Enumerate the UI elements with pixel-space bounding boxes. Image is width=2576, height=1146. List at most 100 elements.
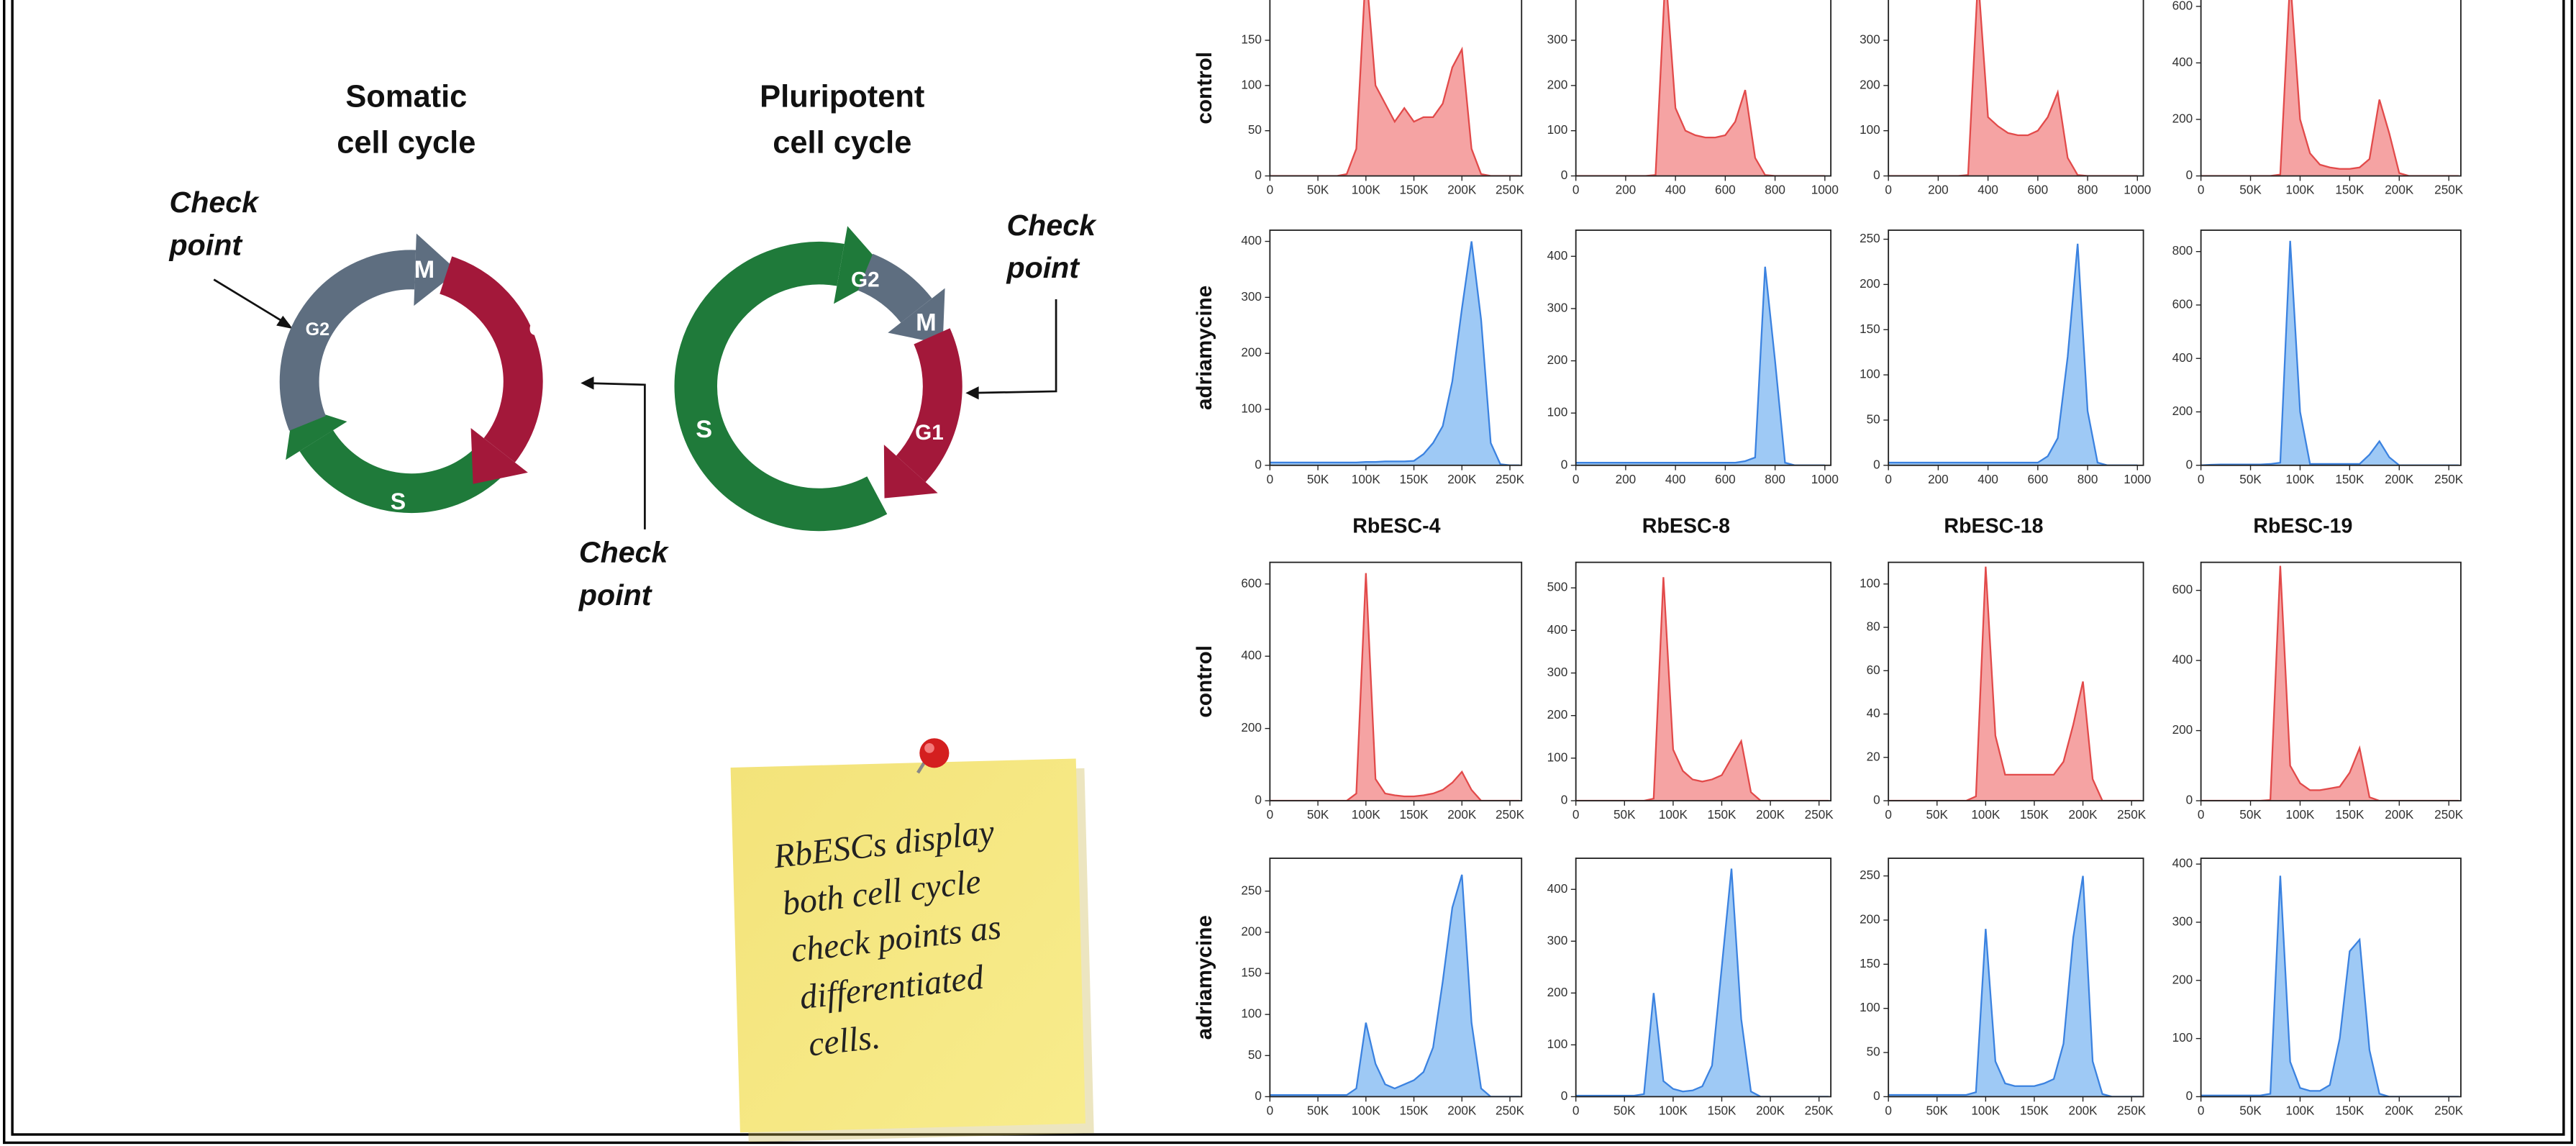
- cycle-arc: [896, 328, 962, 483]
- cycle-arrowhead: [834, 226, 890, 304]
- y-tick-label: 50: [1867, 411, 1880, 426]
- histogram-fill: [2200, 0, 2459, 176]
- y-tick-label: 80: [1867, 619, 1880, 634]
- cycle-arrowhead: [888, 288, 945, 345]
- x-tick-label: 50K: [1614, 1104, 1636, 1118]
- y-tick-label: 100: [1547, 750, 1568, 764]
- pin-head: [919, 738, 950, 768]
- x-tick-label: 200K: [1447, 183, 1477, 197]
- histogram-line: [1575, 868, 1829, 1097]
- x-tick-label: 0: [1573, 807, 1580, 822]
- y-tick-label: 50: [1248, 122, 1262, 137]
- somatic-title: Somatic: [345, 80, 467, 114]
- y-tick-label: 0: [1255, 457, 1262, 471]
- y-tick-label: 100: [2172, 1030, 2193, 1045]
- histogram-line: [1270, 0, 1520, 176]
- y-tick-label: 300: [1547, 32, 1568, 47]
- x-tick-label: 200K: [1447, 1104, 1477, 1118]
- x-tick-label: 150K: [2335, 1104, 2365, 1118]
- histogram-fill: [1270, 241, 1520, 465]
- x-tick-label: 100K: [2285, 1104, 2315, 1118]
- histogram-line: [1575, 0, 1825, 176]
- histogram-fill: [1575, 0, 1825, 176]
- y-tick-label: 100: [1860, 367, 1880, 381]
- x-tick-label: 250K: [2434, 472, 2464, 486]
- plot-frame: [1269, 229, 1523, 466]
- x-tick-label: 150K: [1400, 183, 1429, 197]
- y-tick-label: 400: [1241, 648, 1262, 663]
- y-tick-label: 200: [1860, 276, 1880, 291]
- x-tick-label: 1000: [2124, 472, 2151, 486]
- histogram: [1575, 266, 1825, 465]
- y-tick-label: 200: [1241, 720, 1262, 735]
- x-tick-label: 200K: [2069, 1104, 2098, 1118]
- checkpoint-label: point: [169, 228, 244, 261]
- x-tick-label: 100K: [1659, 807, 1688, 822]
- x-tick-label: 250K: [2434, 807, 2464, 822]
- histogram: [1575, 0, 1825, 176]
- y-tick-label: 200: [2172, 112, 2193, 126]
- x-tick-label: 0: [1573, 183, 1580, 197]
- y-tick-label: 400: [2172, 652, 2193, 667]
- x-tick-label: 0: [1573, 472, 1580, 486]
- x-tick-label: 800: [1765, 472, 1785, 486]
- checkpoint-label: Check: [170, 186, 260, 219]
- x-tick-label: 50K: [1307, 472, 1329, 486]
- histogram-fill: [2200, 876, 2459, 1097]
- histogram-fill: [1575, 868, 1829, 1097]
- checkpoint-label: point: [1006, 251, 1080, 284]
- checkpoint-label: Check: [1006, 209, 1097, 242]
- column-header: RbESC-8: [1642, 515, 1730, 538]
- histogram: [1888, 876, 2142, 1097]
- x-tick-label: 200K: [2069, 807, 2098, 822]
- histogram-fill: [2200, 565, 2459, 801]
- histogram-line: [1575, 577, 1829, 801]
- checkpoint-label: point: [578, 578, 653, 611]
- pin-highlight: [924, 743, 934, 753]
- y-tick-label: 300: [2172, 914, 2193, 928]
- x-tick-label: 150K: [2335, 807, 2365, 822]
- y-tick-label: 500: [1547, 580, 1568, 594]
- y-tick-label: 0: [1873, 1088, 1880, 1103]
- y-tick-label: 400: [1241, 233, 1262, 247]
- x-tick-label: 1000: [1811, 183, 1839, 197]
- y-tick-label: 200: [1547, 707, 1568, 722]
- y-tick-label: 0: [1255, 168, 1262, 182]
- histogram-line: [1270, 573, 1520, 801]
- x-tick-label: 0: [1573, 1104, 1580, 1118]
- y-tick-label: 800: [2172, 243, 2193, 258]
- histogram-fill: [1575, 577, 1829, 801]
- x-tick-label: 200K: [1447, 472, 1477, 486]
- cycle-arc: [674, 241, 888, 532]
- x-tick-label: 50K: [1926, 807, 1949, 822]
- x-tick-label: 150K: [1707, 807, 1737, 822]
- x-tick-label: 200K: [2385, 807, 2414, 822]
- x-tick-label: 600: [1715, 472, 1736, 486]
- x-tick-label: 100K: [2285, 807, 2315, 822]
- x-tick-label: 0: [1885, 183, 1892, 197]
- plot-frame: [1269, 858, 1523, 1098]
- y-tick-label: 40: [1867, 706, 1880, 720]
- histogram-line: [2200, 565, 2459, 801]
- histogram-line: [1888, 566, 2142, 801]
- x-tick-label: 200K: [2385, 183, 2414, 197]
- y-tick-label: 200: [2172, 404, 2193, 418]
- y-tick-label: 0: [2186, 168, 2193, 182]
- x-tick-label: 200K: [1756, 1104, 1785, 1118]
- plot-frame: [1888, 858, 2144, 1098]
- y-tick-label: 400: [1547, 248, 1568, 263]
- plot-frame: [2200, 229, 2462, 466]
- pointer-head: [276, 315, 293, 329]
- y-tick-label: 100: [1860, 122, 1880, 137]
- x-tick-label: 800: [2077, 183, 2098, 197]
- checkpoint-arrows: [213, 278, 1057, 529]
- pointer-head: [581, 376, 594, 390]
- plot-frame: [1269, 561, 1523, 801]
- plot-frame: [1888, 229, 2144, 466]
- x-tick-label: 250K: [1496, 472, 1525, 486]
- x-tick-label: 100K: [1971, 807, 2001, 822]
- x-tick-label: 1000: [2124, 183, 2151, 197]
- column-header: RbESC-19: [2253, 515, 2352, 538]
- pointer-head: [965, 386, 979, 400]
